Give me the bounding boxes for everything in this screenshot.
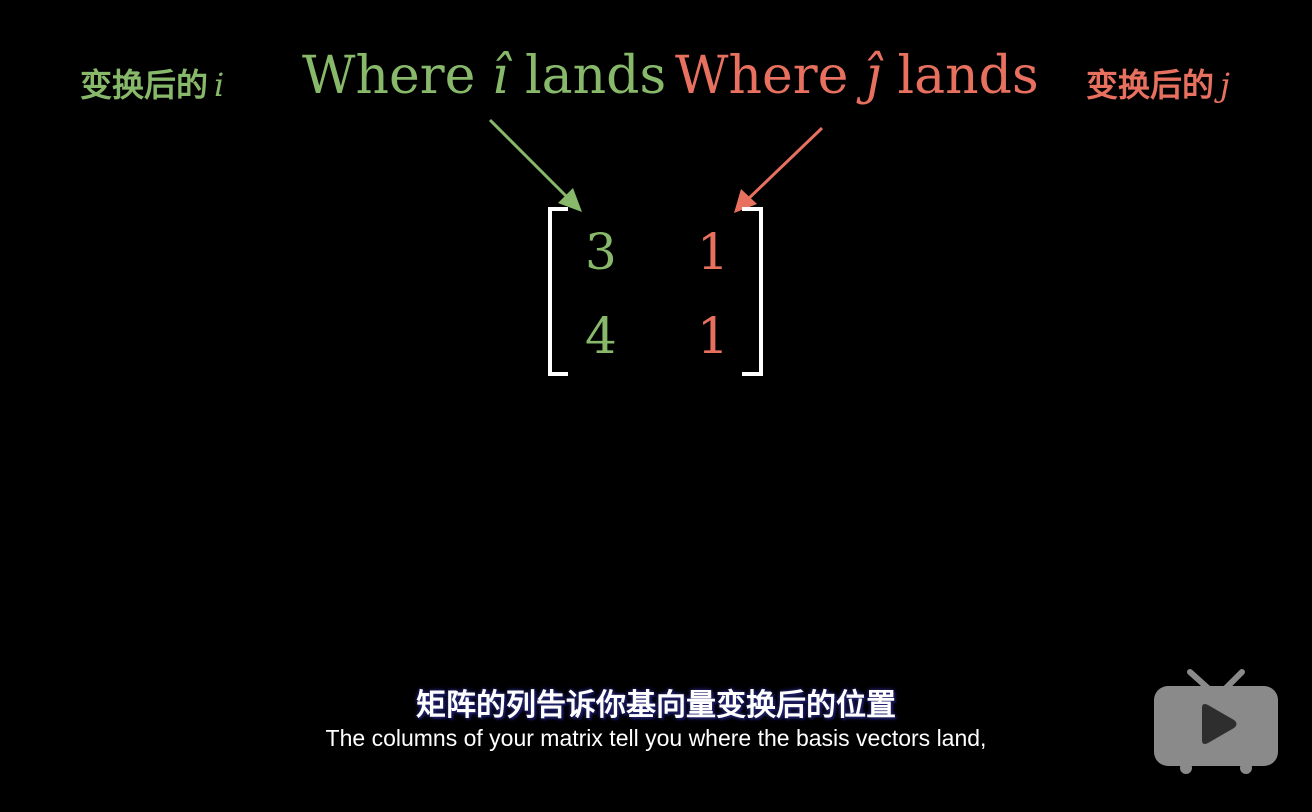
tv-play-icon <box>1154 669 1278 774</box>
arrow-i-to-column <box>488 118 582 212</box>
where-i-prefix: Where <box>302 46 492 106</box>
label-transformed-j-var: j <box>1220 66 1230 104</box>
matrix: 3 1 4 1 <box>545 205 767 377</box>
label-transformed-i-var: i <box>214 66 225 104</box>
subtitle-english: The columns of your matrix tell you wher… <box>325 725 987 751</box>
matrix-cell-r1c1: 3 <box>585 223 617 281</box>
where-i-suffix: lands <box>508 46 667 106</box>
label-transformed-i-text: 变换后的 <box>80 66 209 104</box>
where-j-prefix: Where <box>675 46 865 106</box>
label-transformed-i-cn: 变换后的 i <box>80 60 224 106</box>
label-transformed-j-cn: 变换后的 j <box>1086 60 1230 106</box>
matrix-cell-r1c2: 1 <box>697 223 729 281</box>
right-bracket <box>742 207 763 376</box>
i-hat-symbol: î <box>491 46 509 106</box>
matrix-cell-r2c2: 1 <box>697 307 729 365</box>
j-hat-symbol: ĵ <box>864 46 881 106</box>
label-where-j-lands: Where ĵ lands <box>675 46 1039 106</box>
where-j-suffix: lands <box>881 46 1039 106</box>
arrow-j-to-column <box>734 126 824 213</box>
label-where-i-lands: Where î lands <box>302 46 666 106</box>
subtitle-chinese: 矩阵的列告诉你基向量变换后的位置 <box>416 688 896 723</box>
matrix-cell-r2c1: 4 <box>585 307 617 365</box>
left-bracket <box>548 207 568 376</box>
label-transformed-j-text: 变换后的 <box>1086 66 1215 104</box>
